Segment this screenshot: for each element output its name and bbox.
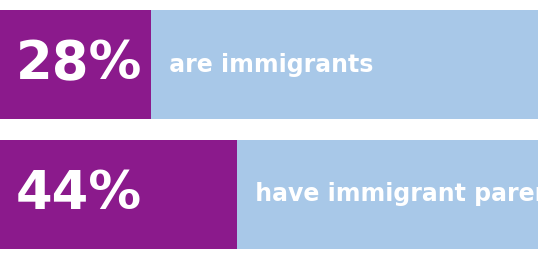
Bar: [237, 140, 538, 249]
Bar: [151, 10, 538, 119]
Text: 28%: 28%: [16, 39, 143, 91]
Bar: [0, 140, 237, 249]
Text: have immigrant parents: have immigrant parents: [247, 182, 538, 206]
Bar: [0, 10, 151, 119]
Text: are immigrants: are immigrants: [161, 53, 374, 77]
Text: 44%: 44%: [16, 168, 142, 220]
